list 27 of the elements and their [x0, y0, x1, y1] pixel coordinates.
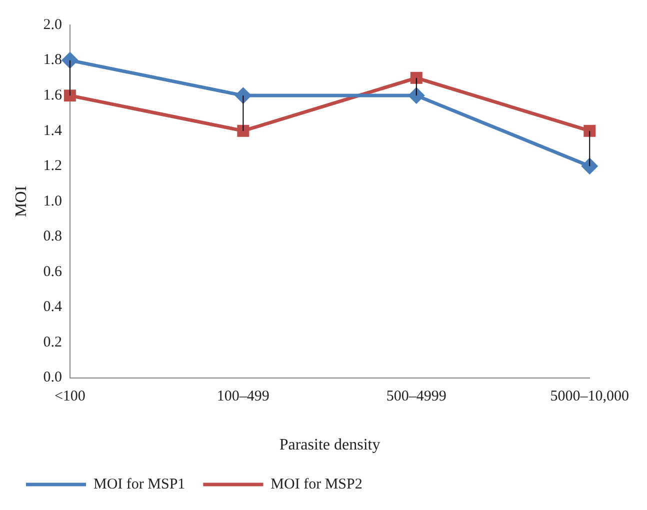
y-tick-label: 0.8	[43, 228, 62, 245]
y-tick-label: 1.8	[43, 52, 62, 68]
x-tick-label: 5000–10,000	[550, 388, 629, 405]
point	[582, 158, 598, 174]
point	[235, 88, 251, 104]
x-tick-label: 100–499	[216, 388, 270, 405]
y-tick-label: 0.0	[43, 370, 62, 386]
x-tick-label: <100	[54, 388, 86, 405]
point	[408, 88, 424, 104]
legend-label: MOI for MSP1	[94, 476, 186, 492]
x-axis-title: Parasite density	[279, 436, 380, 454]
y-tick-label: 1.0	[43, 193, 62, 210]
point	[62, 52, 78, 68]
y-tick-label: 2.0	[43, 16, 62, 33]
point	[237, 124, 250, 137]
point	[584, 124, 596, 137]
point	[64, 90, 76, 102]
y-tick-label: 1.2	[43, 158, 62, 174]
y-tick-label: 0.4	[43, 299, 62, 316]
y-tick-label: 0.6	[43, 264, 62, 280]
y-tick-label: 0.2	[43, 334, 62, 350]
legend-label: MOI for MSP2	[270, 476, 362, 492]
point	[410, 72, 422, 84]
y-tick-label: 1.4	[43, 122, 62, 139]
y-tick-label: 1.6	[43, 87, 62, 104]
y-axis-title: MOI	[12, 186, 30, 217]
x-tick-label: 500–4999	[386, 388, 446, 405]
